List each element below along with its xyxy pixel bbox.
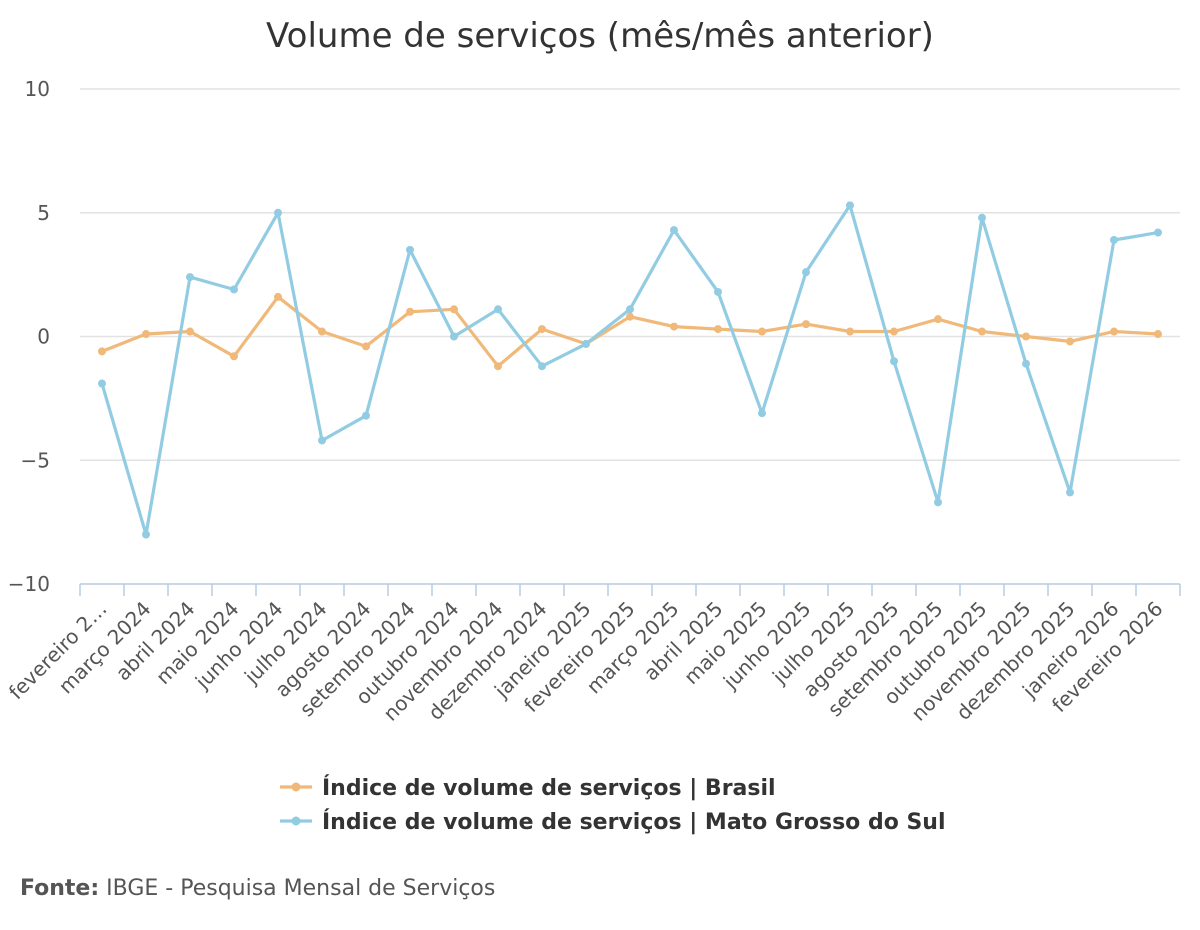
data-point[interactable] — [934, 498, 942, 507]
data-point[interactable] — [230, 352, 238, 361]
y-tick-label: 0 — [37, 325, 50, 349]
data-point[interactable] — [362, 411, 370, 420]
data-point[interactable] — [230, 285, 238, 294]
data-point[interactable] — [1066, 488, 1074, 497]
data-point[interactable] — [538, 325, 546, 334]
data-point[interactable] — [890, 327, 898, 336]
data-point[interactable] — [186, 327, 194, 336]
legend-symbol-marker — [291, 782, 301, 792]
chart-title: Volume de serviços (mês/mês anterior) — [266, 16, 934, 56]
data-point[interactable] — [1154, 228, 1162, 237]
source-note: Fonte: IBGE - Pesquisa Mensal de Serviço… — [20, 876, 495, 901]
data-point[interactable] — [274, 292, 282, 301]
data-point[interactable] — [274, 208, 282, 217]
data-point[interactable] — [98, 379, 106, 388]
y-tick-label: −10 — [8, 572, 50, 596]
y-gridlines — [80, 88, 1180, 461]
data-point[interactable] — [318, 436, 326, 445]
data-point[interactable] — [1022, 359, 1030, 368]
data-point[interactable] — [890, 357, 898, 366]
data-point[interactable] — [626, 305, 634, 314]
data-point[interactable] — [714, 325, 722, 334]
legend-label: Índice de volume de serviços | Mato Gros… — [322, 809, 946, 835]
series-layer — [98, 201, 1162, 539]
data-point[interactable] — [406, 245, 414, 254]
legend-item[interactable]: Índice de volume de serviços | Mato Gros… — [280, 809, 946, 835]
data-point[interactable] — [1110, 327, 1118, 336]
data-point[interactable] — [714, 287, 722, 296]
series-1 — [98, 292, 1162, 371]
x-axis — [79, 583, 1181, 596]
data-point[interactable] — [538, 362, 546, 371]
data-point[interactable] — [846, 327, 854, 336]
chart: Volume de serviços (mês/mês anterior) 10… — [4, 16, 1181, 835]
data-point[interactable] — [978, 213, 986, 222]
legend-item[interactable]: Índice de volume de serviços | Brasil — [280, 775, 776, 801]
series-line — [100, 203, 1160, 537]
y-axis-tick-labels: 10 5 0 −5 −10 — [8, 77, 50, 596]
source-label: Fonte: — [20, 876, 100, 901]
data-point[interactable] — [406, 307, 414, 316]
data-point[interactable] — [802, 320, 810, 329]
data-point[interactable] — [1154, 330, 1162, 339]
y-tick-label: 5 — [37, 201, 50, 225]
y-tick-label: 10 — [25, 77, 50, 101]
data-point[interactable] — [494, 362, 502, 371]
data-point[interactable] — [450, 305, 458, 314]
data-point[interactable] — [1022, 332, 1030, 341]
y-tick-label: −5 — [21, 448, 50, 472]
series-2 — [98, 201, 1162, 539]
data-point[interactable] — [626, 312, 634, 321]
source-text: IBGE - Pesquisa Mensal de Serviços — [106, 876, 496, 901]
data-point[interactable] — [978, 327, 986, 336]
data-point[interactable] — [846, 201, 854, 210]
legend-label: Índice de volume de serviços | Brasil — [322, 775, 776, 801]
data-point[interactable] — [494, 305, 502, 314]
data-point[interactable] — [934, 315, 942, 324]
data-point[interactable] — [186, 273, 194, 282]
legend: Índice de volume de serviços | Brasil Índ… — [280, 775, 946, 835]
data-point[interactable] — [758, 409, 766, 418]
data-point[interactable] — [142, 530, 150, 539]
data-point[interactable] — [582, 339, 590, 348]
data-point[interactable] — [670, 226, 678, 235]
data-point[interactable] — [362, 342, 370, 351]
legend-symbol-marker — [291, 816, 301, 826]
data-point[interactable] — [450, 332, 458, 341]
data-point[interactable] — [802, 268, 810, 277]
data-point[interactable] — [1066, 337, 1074, 346]
data-point[interactable] — [318, 327, 326, 336]
data-point[interactable] — [142, 330, 150, 339]
data-point[interactable] — [758, 327, 766, 336]
data-point[interactable] — [1110, 235, 1118, 244]
data-point[interactable] — [670, 322, 678, 331]
data-point[interactable] — [98, 347, 106, 356]
